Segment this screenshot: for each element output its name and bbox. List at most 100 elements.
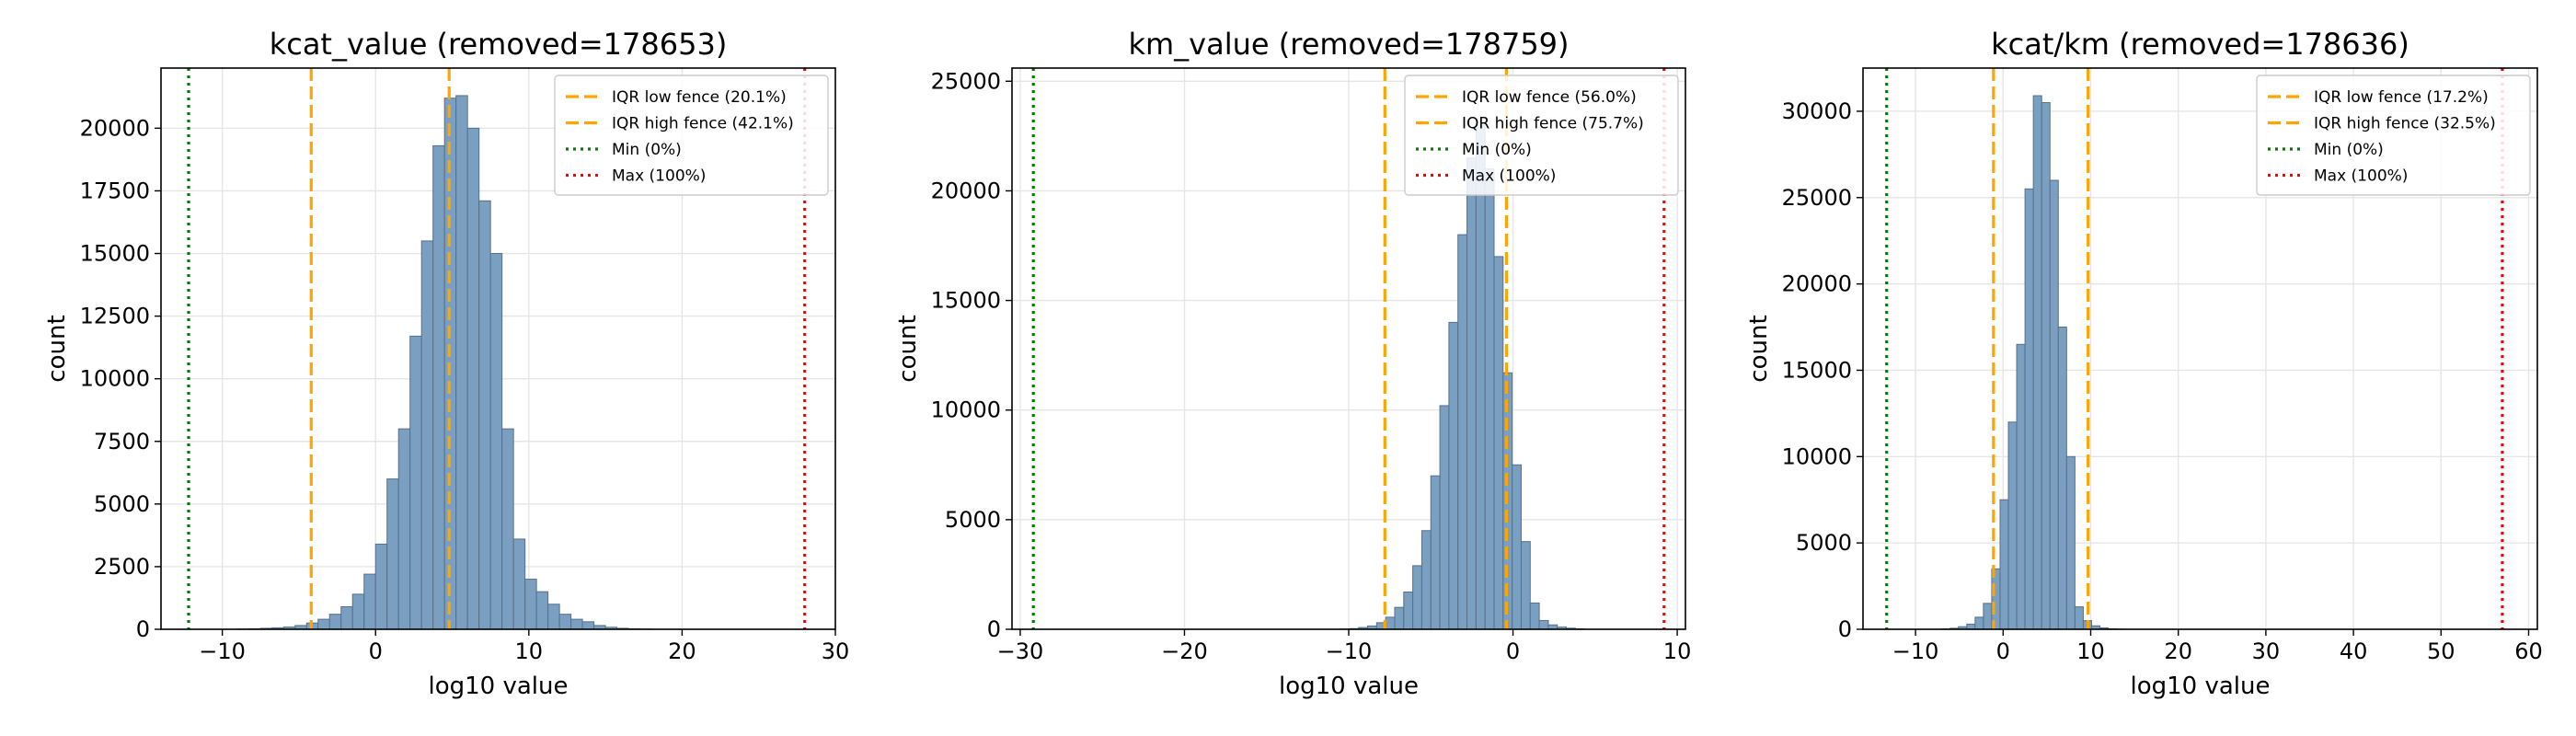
histogram-bar [1430,475,1441,630]
y-tick-label: 20000 [931,178,1001,203]
chart-panel-1: −10 0 10 20 30 0 2500 5000 7500 10000 12500 15000 17… [43,27,849,700]
histogram-bar [1512,464,1522,630]
y-tick-label: 15000 [1782,357,1852,383]
histogram-bar [1966,623,1976,630]
histogram-bar [409,335,422,630]
histogram-bar [1974,616,1984,630]
legend: IQR low fence (56.0%) IQR high fence (75.… [1404,75,1679,196]
histogram-bar [570,618,583,630]
x-tick-label: −20 [1161,638,1208,664]
y-tick-label: 10000 [931,397,1001,423]
histogram-bar [2049,179,2059,630]
legend-label: IQR low fence (17.2%) [2314,88,2489,107]
x-tick-label: −10 [1892,638,1939,664]
histogram-bar [2074,606,2084,630]
histogram-bar [1439,405,1450,630]
x-tick-label: 0 [369,638,383,664]
y-axis-label: count [1745,315,1773,382]
chart-panel-2: −30 −20 −10 0 10 0 5000 10000 15000 20000 25000 km_… [894,27,1691,700]
y-tick-label: 20000 [1782,271,1852,297]
histogram-bar [328,614,342,630]
y-tick-label: 25000 [931,68,1001,94]
y-tick-label: 7500 [94,429,150,454]
histogram-bar [1493,256,1504,630]
histogram-bar [524,579,537,630]
histogram-bar [1412,565,1422,630]
x-tick-label: 20 [668,638,696,664]
histogram-bar [374,543,388,630]
legend-label: Max (100%) [1462,167,1556,186]
histogram-bar [1520,541,1531,630]
x-tick-label: 40 [2340,638,2368,664]
legend-box [2256,75,2531,196]
y-tick-label: 10000 [1782,443,1852,469]
histogram-bar [1448,321,1459,630]
x-tick-label: −10 [199,638,246,664]
legend-box [1404,75,1679,196]
axes-frame [1862,67,2538,630]
x-tick-label: 0 [1506,638,1520,664]
chart-title: kcat_value (removed=178653) [270,27,728,62]
histogram-bar [2041,102,2051,630]
histogram-bar [1466,157,1477,630]
histogram-bar [558,614,572,630]
histogram-bar [351,593,365,630]
y-tick-label: 15000 [80,241,150,267]
histogram-bar [2016,343,2026,630]
histogram-bar [455,95,468,630]
histogram-bar [2024,188,2034,630]
y-tick-label: 17500 [80,178,150,203]
histogram-bar [1475,124,1486,630]
histogram-bar [512,538,526,630]
y-axis-label: count [894,315,922,382]
histogram-bar [501,428,514,630]
histogram-bar [535,591,549,630]
x-tick-label: 10 [2076,638,2105,664]
legend-label: IQR high fence (75.7%) [1462,115,1644,133]
legend-label: IQR high fence (32.5%) [2314,115,2496,133]
y-tick-label: 10000 [80,366,150,392]
histogram-bar [1538,619,1549,630]
histogram-bar [2057,327,2067,630]
y-tick-label: 2500 [94,554,150,580]
legend-label: Min (0%) [2314,141,2384,159]
x-tick-label: 10 [1663,638,1692,664]
y-tick-label: 5000 [1796,530,1852,556]
histogram-bar [386,478,399,630]
legend-label: IQR low fence (56.0%) [1462,88,1637,107]
histogram-bar [1385,616,1396,630]
histogram-bar [2007,421,2018,630]
chart-title: km_value (removed=178759) [1128,27,1569,62]
histogram-bar [1394,606,1405,630]
histogram-bar [478,200,491,630]
histogram-bar [1484,168,1495,630]
x-tick-label: 30 [2252,638,2281,664]
legend-label: IQR high fence (42.1%) [612,115,794,133]
x-axis-label: log10 value [428,673,568,700]
x-tick-label: 30 [822,638,850,664]
histogram-bar [420,240,434,630]
histogram-bar [1403,591,1414,630]
y-tick-label: 12500 [80,304,150,329]
x-tick-label: 10 [515,638,544,664]
x-axis-label: log10 value [1279,673,1419,700]
y-tick-label: 0 [136,616,150,642]
histogram-bar [547,604,560,630]
histogram-bar [340,605,353,630]
x-tick-label: 0 [1996,638,2010,664]
axes-frame [160,67,836,630]
x-axis-label: log10 value [2130,673,2270,700]
y-tick-label: 25000 [1782,185,1852,211]
histogram-bar [363,573,376,630]
histogram-bar [2065,455,2076,630]
histogram-bar [1457,234,1468,630]
legend-label: Min (0%) [612,141,682,159]
y-tick-label: 20000 [80,115,150,141]
legend: IQR low fence (17.2%) IQR high fence (32.… [2256,75,2531,196]
histogram-bar [581,621,595,630]
legend-label: Max (100%) [2314,167,2408,186]
histogram-bar [1420,530,1432,630]
histogram-bar [1529,602,1540,630]
y-tick-label: 30000 [1782,98,1852,124]
